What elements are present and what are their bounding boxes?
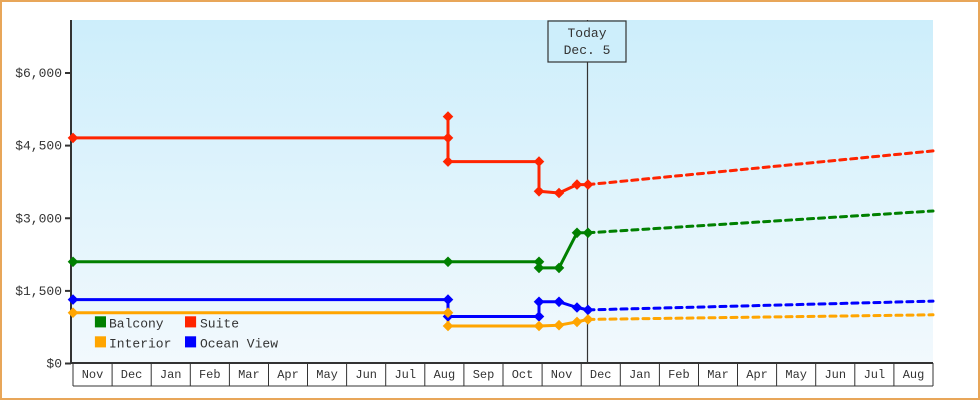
svg-text:Aug: Aug: [903, 368, 925, 382]
svg-text:Suite: Suite: [200, 317, 239, 332]
svg-text:Apr: Apr: [277, 368, 299, 382]
svg-text:Jun: Jun: [355, 368, 377, 382]
svg-text:Apr: Apr: [746, 368, 768, 382]
svg-text:Jul: Jul: [864, 368, 886, 382]
svg-text:Jun: Jun: [824, 368, 846, 382]
svg-text:Nov: Nov: [551, 368, 573, 382]
svg-text:Interior: Interior: [109, 337, 171, 352]
svg-text:May: May: [785, 368, 807, 382]
svg-text:Ocean View: Ocean View: [200, 337, 278, 352]
svg-text:Mar: Mar: [238, 368, 260, 382]
svg-text:Feb: Feb: [199, 368, 221, 382]
svg-text:$4,500: $4,500: [15, 139, 62, 154]
svg-text:Jan: Jan: [629, 368, 651, 382]
svg-text:Nov: Nov: [82, 368, 104, 382]
svg-text:Aug: Aug: [434, 368, 456, 382]
svg-text:$6,000: $6,000: [15, 66, 62, 81]
svg-text:$3,000: $3,000: [15, 211, 62, 226]
svg-text:Oct: Oct: [512, 368, 534, 382]
svg-text:May: May: [316, 368, 338, 382]
svg-text:$0: $0: [46, 357, 62, 372]
svg-text:Balcony: Balcony: [109, 317, 164, 332]
svg-text:Jul: Jul: [394, 368, 416, 382]
svg-text:Mar: Mar: [707, 368, 729, 382]
svg-text:Dec: Dec: [121, 368, 143, 382]
svg-text:$1,500: $1,500: [15, 284, 62, 299]
svg-text:Sep: Sep: [473, 368, 495, 382]
svg-text:Dec. 5: Dec. 5: [564, 43, 611, 58]
svg-text:Dec: Dec: [590, 368, 612, 382]
svg-text:Today: Today: [567, 26, 606, 41]
svg-text:Jan: Jan: [160, 368, 182, 382]
svg-text:Feb: Feb: [668, 368, 690, 382]
